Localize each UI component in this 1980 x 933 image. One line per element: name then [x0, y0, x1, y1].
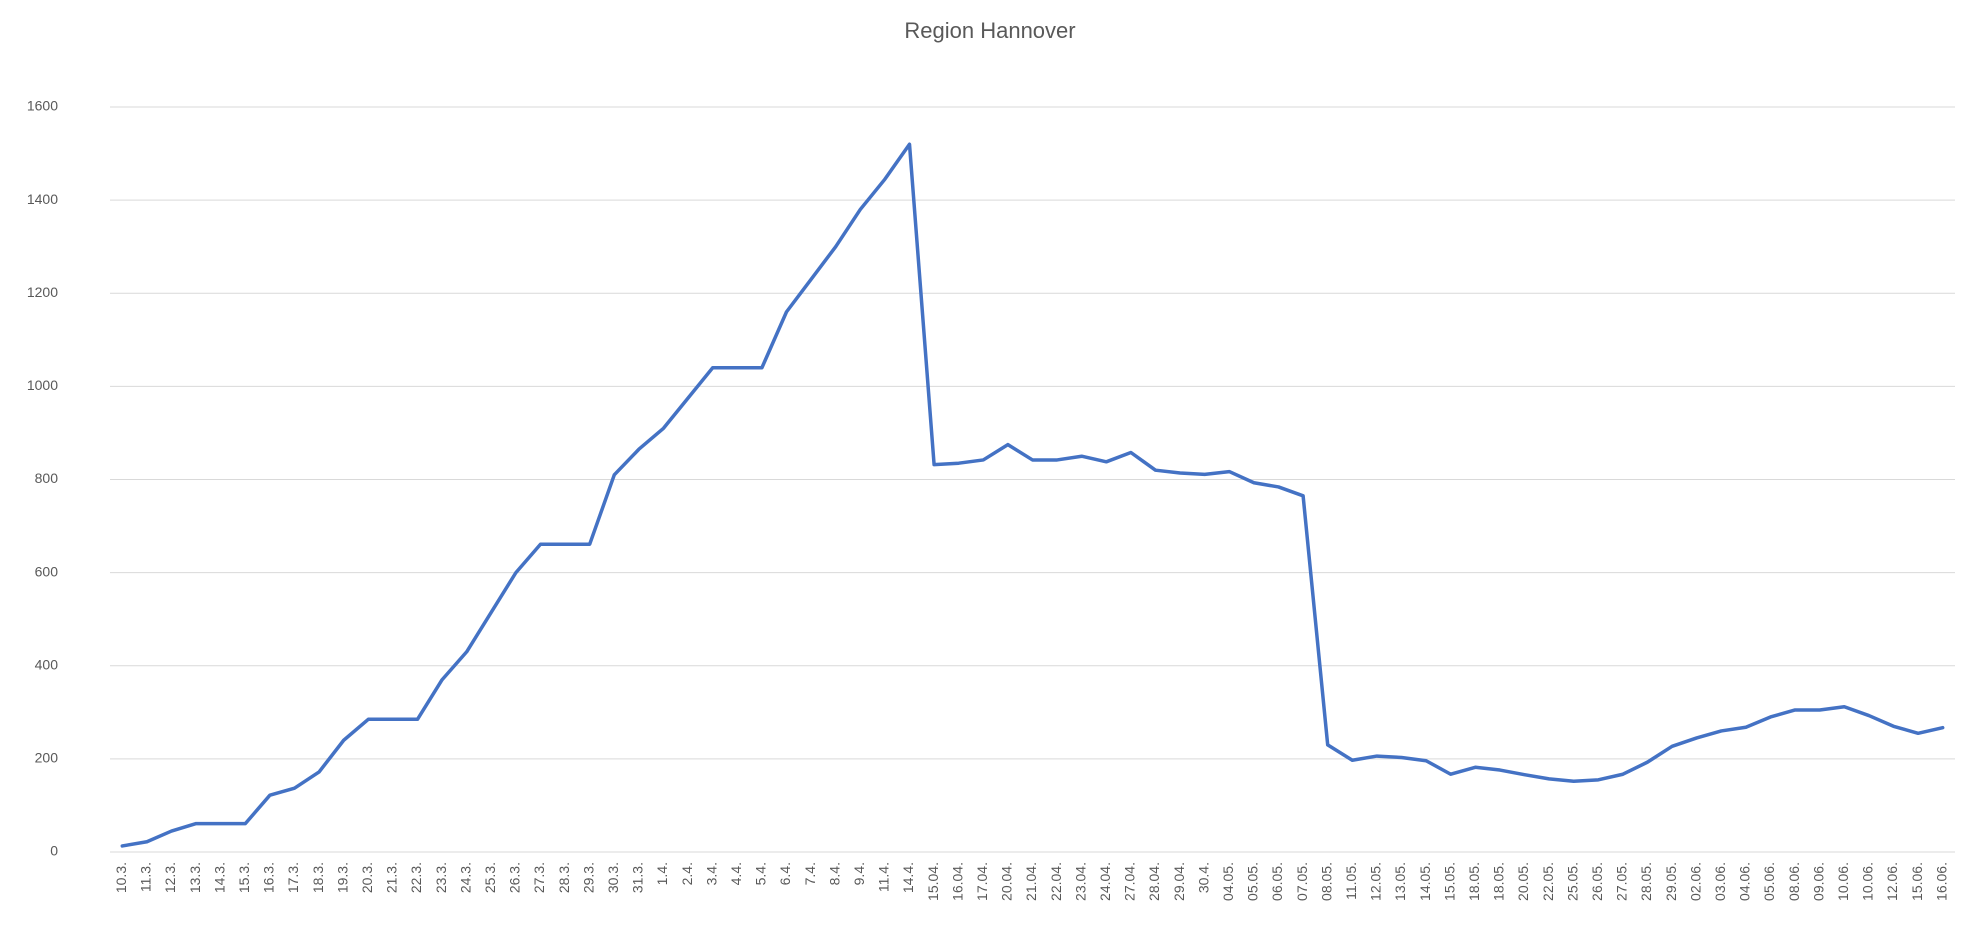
x-tick-label: 11.05.	[1343, 862, 1359, 900]
x-tick-label: 18.05.	[1491, 862, 1507, 901]
x-tick-label: 4.4.	[728, 862, 744, 885]
y-tick-label: 1000	[27, 377, 58, 393]
x-tick-label: 10.06.	[1860, 862, 1876, 901]
x-tick-label: 11.3.	[138, 862, 154, 892]
x-tick-label: 08.05.	[1318, 862, 1334, 901]
y-tick-label: 200	[35, 750, 59, 766]
x-tick-label: 10.3.	[113, 862, 129, 893]
x-tick-label: 08.06.	[1786, 862, 1802, 901]
x-tick-label: 26.05.	[1589, 862, 1605, 901]
x-tick-label: 28.05.	[1638, 862, 1654, 901]
x-tick-label: 30.3.	[605, 862, 621, 893]
x-tick-label: 14.4.	[900, 862, 916, 893]
x-tick-label: 23.04.	[1072, 862, 1088, 901]
x-tick-label: 04.05.	[1220, 862, 1236, 901]
x-tick-label: 04.06.	[1737, 862, 1753, 901]
x-tick-label: 14.3.	[211, 862, 227, 893]
x-tick-label: 20.04.	[999, 862, 1015, 901]
x-tick-label: 27.05.	[1614, 862, 1630, 901]
x-tick-label: 29.05.	[1663, 862, 1679, 901]
x-tick-label: 12.05.	[1368, 862, 1384, 901]
x-tick-label: 24.04.	[1097, 862, 1113, 901]
x-tick-label: 28.04.	[1146, 862, 1162, 901]
x-tick-label: 06.05.	[1269, 862, 1285, 901]
x-tick-label: 20.3.	[359, 862, 375, 893]
x-tick-label: 17.3.	[285, 862, 301, 893]
x-tick-label: 10.06.	[1835, 862, 1851, 901]
x-tick-label: 16.06.	[1933, 862, 1949, 901]
chart-title: Region Hannover	[904, 18, 1075, 43]
x-tick-label: 09.06.	[1810, 862, 1826, 901]
x-tick-label: 25.3.	[482, 862, 498, 893]
x-tick-label: 17.04.	[974, 862, 990, 901]
x-tick-label: 12.06.	[1884, 862, 1900, 901]
y-tick-label: 800	[35, 470, 59, 486]
x-tick-label: 05.05.	[1245, 862, 1261, 901]
x-tick-label: 6.4.	[777, 862, 793, 885]
x-tick-label: 23.3.	[433, 862, 449, 893]
y-tick-label: 400	[35, 656, 59, 672]
x-tick-label: 8.4.	[826, 862, 842, 885]
x-tick-label: 16.04.	[949, 862, 965, 901]
y-tick-label: 600	[35, 563, 59, 579]
x-tick-label: 7.4.	[802, 862, 818, 885]
x-tick-label: 16.3.	[261, 862, 277, 893]
x-tick-label: 14.05.	[1417, 862, 1433, 901]
y-tick-label: 0	[50, 843, 58, 859]
y-tick-label: 1600	[27, 98, 58, 114]
x-tick-label: 20.05.	[1515, 862, 1531, 901]
x-tick-label: 25.05.	[1564, 862, 1580, 901]
x-tick-label: 05.06.	[1761, 862, 1777, 901]
x-tick-label: 19.3.	[334, 862, 350, 893]
x-tick-label: 27.04.	[1122, 862, 1138, 901]
x-tick-label: 22.05.	[1540, 862, 1556, 901]
x-tick-label: 5.4.	[753, 862, 769, 885]
x-tick-label: 26.3.	[507, 862, 523, 893]
x-tick-label: 3.4.	[703, 862, 719, 885]
x-tick-label: 21.3.	[384, 862, 400, 893]
x-tick-label: 15.05.	[1441, 862, 1457, 901]
y-tick-label: 1400	[27, 191, 58, 207]
x-tick-label: 12.3.	[162, 862, 178, 893]
x-tick-label: 11.4.	[876, 862, 892, 892]
x-tick-label: 18.05.	[1466, 862, 1482, 901]
x-tick-label: 28.3.	[556, 862, 572, 893]
x-tick-label: 1.4.	[654, 862, 670, 885]
x-tick-label: 15.04.	[925, 862, 941, 901]
x-tick-label: 2.4.	[679, 862, 695, 885]
data-line	[120, 142, 1945, 848]
x-tick-label: 21.04.	[1023, 862, 1039, 901]
y-tick-label: 1200	[27, 284, 58, 300]
x-tick-label: 18.3.	[310, 862, 326, 893]
x-tick-label: 02.06.	[1687, 862, 1703, 901]
x-tick-label: 13.05.	[1392, 862, 1408, 901]
x-tick-label: 24.3.	[457, 862, 473, 893]
x-tick-label: 15.3.	[236, 862, 252, 893]
x-tick-label: 9.4.	[851, 862, 867, 885]
x-tick-label: 27.3.	[531, 862, 547, 893]
x-tick-label: 03.06.	[1712, 862, 1728, 901]
x-tick-label: 15.06.	[1909, 862, 1925, 901]
x-tick-label: 30.4.	[1195, 862, 1211, 893]
x-tick-label: 29.04.	[1171, 862, 1187, 901]
x-tick-label: 13.3.	[187, 862, 203, 893]
x-tick-label: 07.05.	[1294, 862, 1310, 901]
x-tick-label: 22.3.	[408, 862, 424, 893]
x-tick-label: 29.3.	[580, 862, 596, 893]
x-tick-label: 31.3.	[630, 862, 646, 893]
x-tick-label: 22.04.	[1048, 862, 1064, 901]
